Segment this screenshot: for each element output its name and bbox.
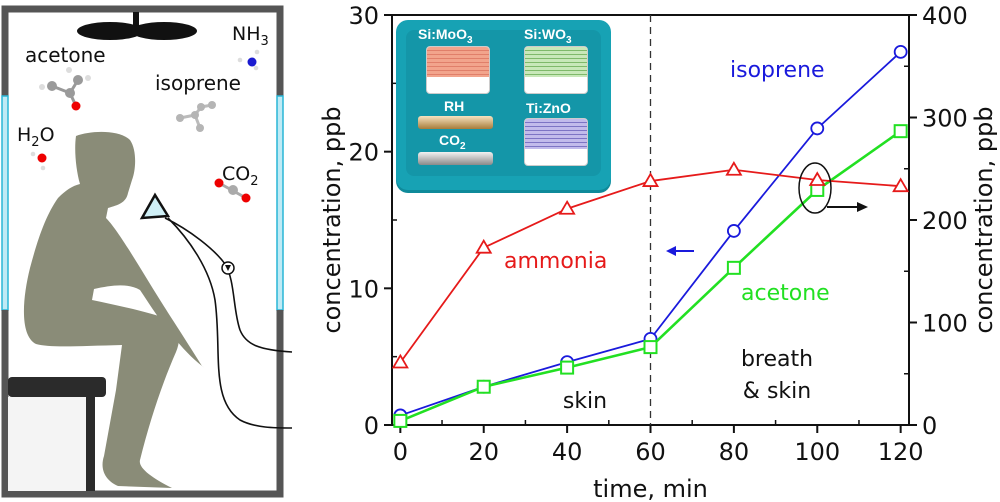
x-tick-label: 40 — [552, 438, 583, 466]
chamber-wall-top-left — [1, 5, 284, 96]
data-point-isoprene — [893, 45, 908, 59]
series-label-ammonia: ammonia — [504, 249, 607, 274]
fan-icon — [77, 12, 197, 40]
isoprene-molecule-icon — [176, 101, 216, 132]
y-right-tick-label: 200 — [922, 207, 968, 235]
co2-sensor-icon — [418, 152, 493, 165]
co2-molecule-icon — [214, 178, 251, 203]
h2o-molecule-icon — [30, 151, 47, 171]
series-label-isoprene: isoprene — [730, 58, 825, 83]
x-tick-label: 120 — [878, 438, 924, 466]
chart-axes: 0 20 40 60 80 100 12001020300100200300400time,… — [318, 2, 998, 502]
y-right-tick-label: 400 — [922, 2, 968, 30]
molecule-label-isoprene: isoprene — [155, 71, 241, 95]
x-axis-label: time, min — [593, 475, 708, 502]
sensor-w-icon — [524, 46, 588, 94]
data-point-acetone — [393, 413, 408, 428]
data-point-acetone — [476, 379, 491, 394]
region-label-and-skin: & skin — [743, 379, 811, 404]
chart-annotations: skin breath & skin isoprene acetone ammo… — [504, 58, 868, 414]
y-left-tick-label: 10 — [348, 275, 379, 303]
y-left-tick-label: 20 — [348, 139, 379, 167]
person-silhouette — [23, 131, 206, 488]
left-axis-arrow-icon — [666, 246, 694, 256]
bench — [8, 377, 106, 491]
sensor-zn-icon — [524, 118, 588, 166]
y-left-axis-label: concentration, ppb — [318, 106, 346, 333]
y-right-tick-label: 100 — [922, 310, 968, 338]
region-label-breath: breath — [741, 347, 813, 372]
data-point-ammonia — [808, 171, 826, 186]
data-point-acetone — [560, 360, 575, 375]
chart-marks — [391, 45, 910, 428]
data-point-ammonia — [892, 177, 910, 193]
y-right-tick-label: 0 — [922, 412, 937, 440]
y-left-tick-label: 30 — [348, 2, 379, 30]
data-point-ammonia — [391, 353, 409, 369]
y-right-tick-label: 300 — [922, 105, 968, 133]
molecule-label-h2o: H2O — [17, 124, 55, 150]
data-point-isoprene — [726, 224, 741, 238]
x-tick-label: 80 — [719, 438, 750, 466]
sensor-label-mo: Si:MoO3 — [418, 26, 473, 46]
chamber-wall-bottom — [1, 310, 284, 498]
sensor-mo-icon — [426, 46, 490, 94]
acetone-molecule-icon — [39, 67, 91, 111]
data-point-isoprene — [810, 121, 825, 136]
chamber-illustration: acetone NH3 isoprene H2O CO2 — [1, 5, 293, 498]
sensor-label-co2: CO2 — [439, 132, 466, 152]
molecule-label-nh3: NH3 — [232, 23, 269, 49]
x-tick-label: 20 — [468, 438, 499, 466]
sensor-label-rh: RH — [444, 98, 465, 114]
series-label-acetone: acetone — [741, 281, 830, 306]
y-right-axis-label: concentration, ppb — [970, 106, 998, 333]
data-point-ammonia — [475, 238, 493, 254]
x-tick-label: 60 — [635, 438, 666, 466]
molecule-label-co2: CO2 — [222, 163, 259, 189]
data-point-acetone — [726, 260, 741, 275]
breath-sampler-icon — [139, 192, 293, 429]
data-point-ammonia — [558, 199, 576, 215]
data-point-acetone — [893, 124, 908, 139]
nh3-molecule-icon — [237, 49, 260, 71]
x-tick-label: 100 — [794, 438, 840, 466]
rh-sensor-icon — [418, 116, 493, 129]
sensor-array-inset: Si:MoO3 Si:WO3 RH CO2 Ti:ZnO — [396, 20, 611, 190]
y-left-tick-label: 0 — [364, 412, 379, 440]
region-label-skin: skin — [563, 389, 607, 414]
right-axis-arrow-icon — [798, 162, 868, 214]
data-point-acetone — [643, 340, 658, 355]
molecule-label-acetone: acetone — [25, 43, 106, 67]
sensor-label-w: Si:WO3 — [524, 26, 572, 46]
sensor-label-zn: Ti:ZnO — [526, 100, 571, 116]
data-point-ammonia — [725, 160, 743, 176]
x-tick-label: 0 — [393, 438, 408, 466]
data-point-ammonia — [641, 172, 660, 187]
